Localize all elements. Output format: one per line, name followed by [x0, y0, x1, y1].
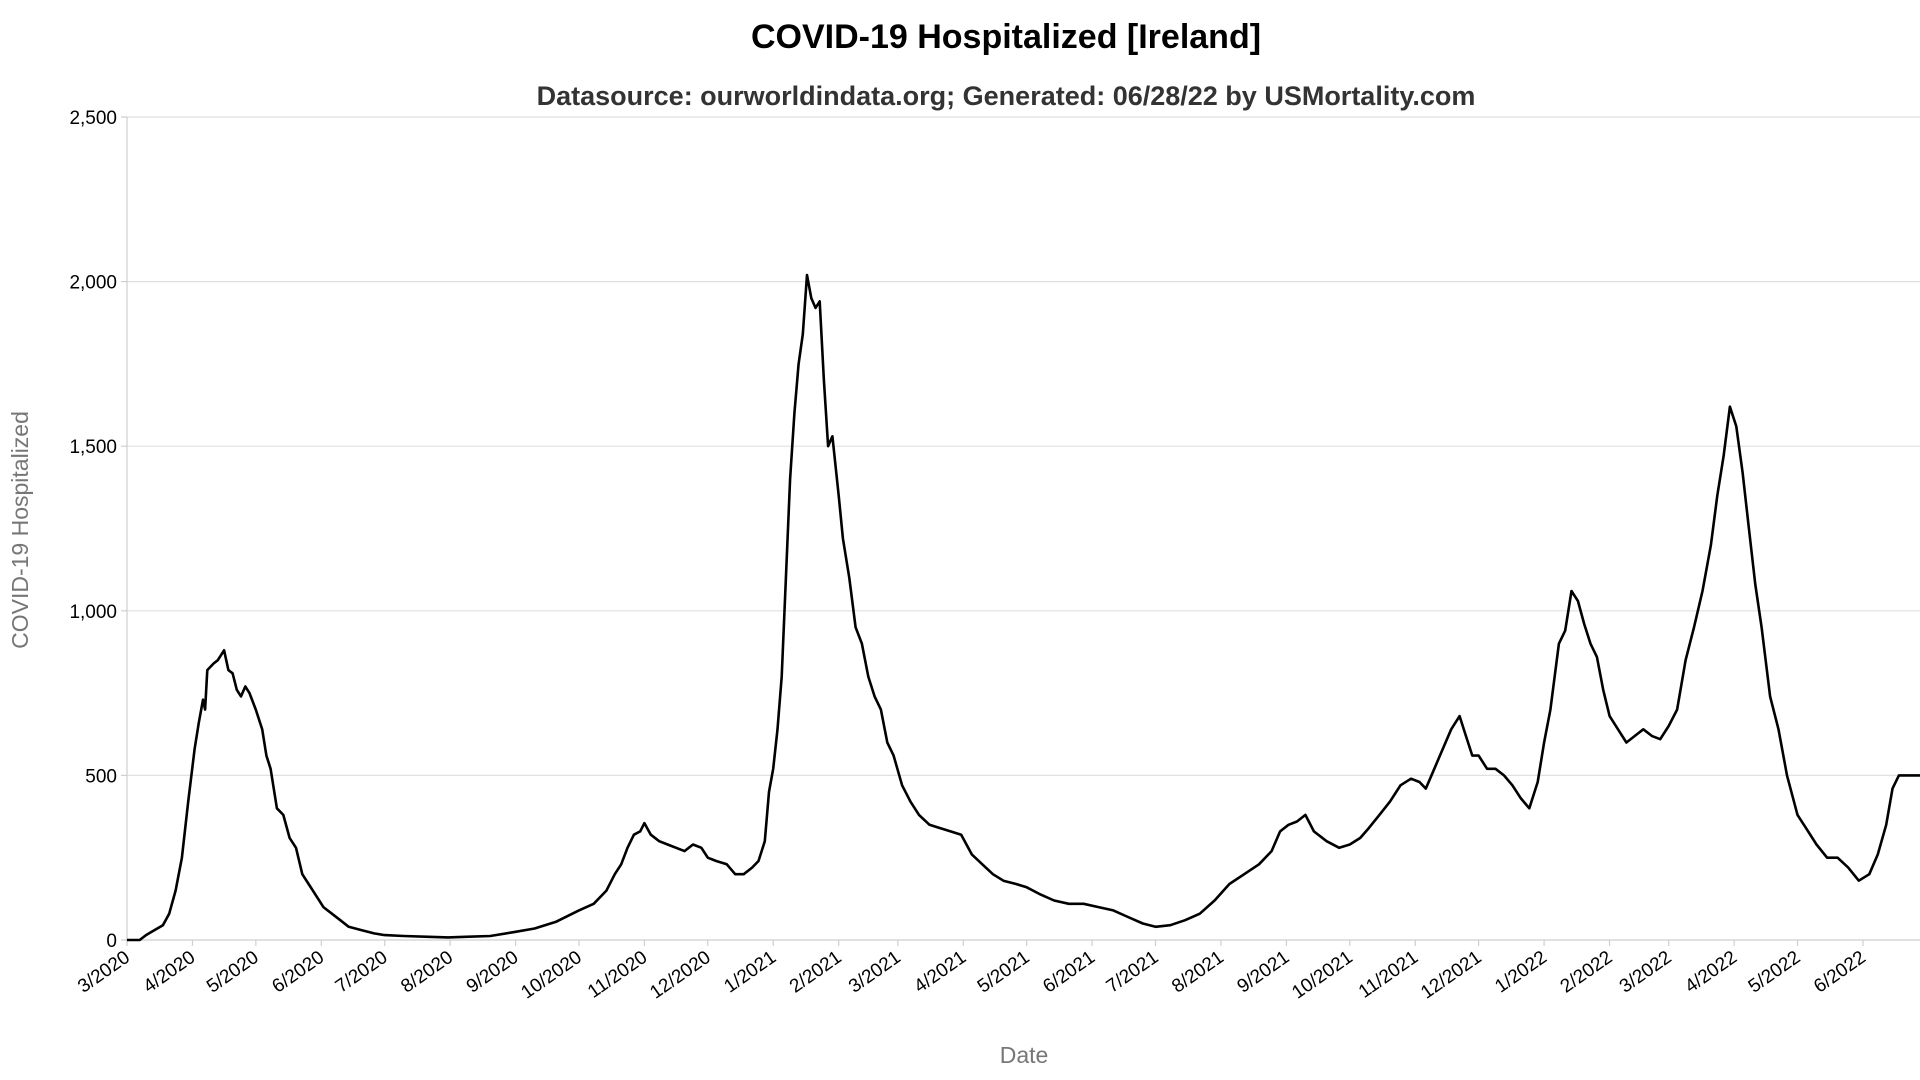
x-tick-label: 4/2020	[140, 947, 200, 998]
x-tick-label: 6/2020	[269, 947, 329, 998]
x-tick-label: 10/2020	[518, 947, 586, 1004]
x-tick-label: 11/2020	[584, 947, 651, 1003]
x-tick-label: 8/2021	[1168, 947, 1228, 998]
x-tick-label: 7/2020	[332, 947, 392, 998]
y-tick-label: 1,000	[69, 602, 117, 623]
x-tick-label: 4/2022	[1681, 947, 1741, 998]
y-tick-label: 2,000	[69, 273, 117, 294]
chart-title: COVID-19 Hospitalized [Ireland]	[751, 18, 1261, 56]
x-tick-label: 12/2021	[1417, 947, 1485, 1004]
x-tick-label: 5/2021	[974, 947, 1034, 998]
x-tick-label: 5/2022	[1745, 947, 1805, 998]
grid-lines	[127, 116, 1920, 777]
x-tick-label: 2/2022	[1557, 947, 1617, 998]
y-tick-label: 0	[106, 931, 117, 952]
x-tick-label: 3/2020	[74, 947, 134, 998]
series-layer	[127, 273, 1920, 942]
y-tick-label: 500	[85, 766, 117, 787]
x-tick-label: 11/2021	[1355, 947, 1422, 1003]
x-tick-label: 3/2022	[1616, 947, 1676, 998]
x-tick-label: 8/2020	[397, 947, 457, 998]
series-line	[127, 273, 1920, 942]
x-axis-label: Date	[1000, 1042, 1049, 1068]
x-tick-label: 5/2020	[203, 947, 263, 998]
x-tick-label: 6/2021	[1039, 947, 1099, 998]
chart-subtitle: Datasource: ourworldindata.org; Generate…	[537, 81, 1476, 111]
y-axis-label: COVID-19 Hospitalized	[7, 411, 33, 649]
x-tick-label: 3/2021	[845, 947, 905, 998]
x-tick-label: 6/2022	[1810, 947, 1870, 998]
x-tick-label: 2/2021	[786, 947, 846, 998]
x-tick-label: 1/2021	[720, 947, 780, 998]
y-tick-label: 2,500	[69, 108, 117, 129]
x-tick-label: 10/2021	[1288, 947, 1356, 1004]
x-tick-label: 9/2020	[463, 947, 523, 998]
x-tick-label: 9/2021	[1234, 947, 1294, 998]
x-tick-label: 4/2021	[911, 947, 971, 998]
y-tick-label: 1,500	[69, 437, 117, 458]
x-tick-label: 1/2022	[1491, 947, 1551, 998]
x-tick-label: 12/2020	[646, 947, 714, 1004]
x-tick-label: 7/2021	[1103, 947, 1163, 998]
